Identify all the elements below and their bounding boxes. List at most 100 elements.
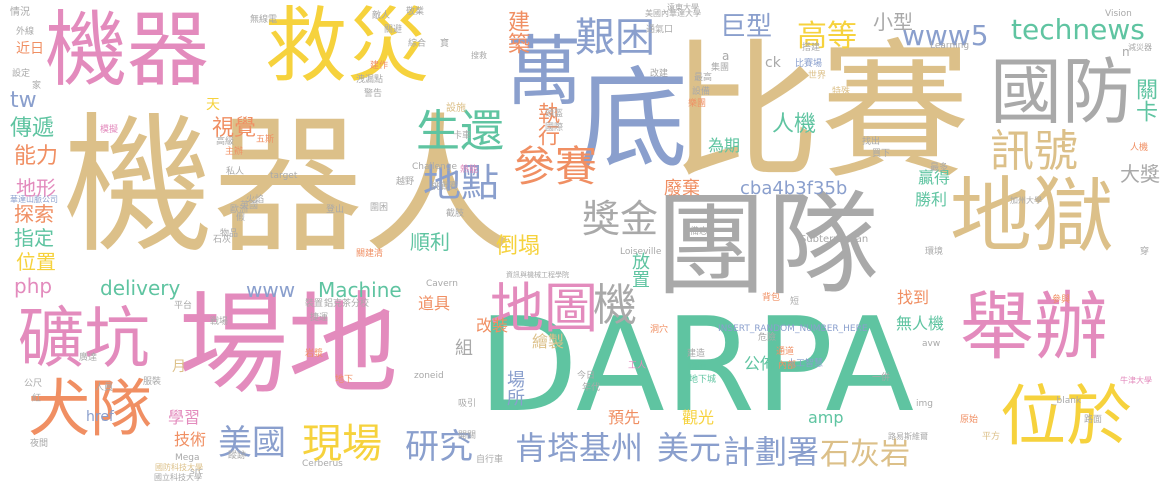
word-cloud-word: 歐洲	[230, 205, 249, 215]
word-cloud-word: 高等	[797, 19, 857, 54]
word-cloud-word: 夜間	[30, 439, 49, 449]
word-cloud-word: 通道	[776, 347, 795, 357]
word-cloud-word: 機器人	[63, 100, 514, 274]
word-cloud-word: src	[190, 467, 204, 477]
word-cloud-word: 地下城	[689, 375, 717, 385]
word-cloud-word: 建作	[370, 61, 389, 71]
word-cloud-word: 熱能	[460, 165, 479, 175]
word-cloud-word: 減災器	[1128, 43, 1152, 52]
word-cloud-word: 備忘	[690, 227, 709, 237]
word-cloud-word: 內部	[778, 361, 797, 371]
word-cloud-word: 找到	[897, 288, 930, 307]
word-cloud-word: 獎金	[582, 197, 659, 241]
word-cloud-word: 礦坑	[18, 300, 150, 377]
word-cloud-word: 萬	[506, 27, 582, 116]
word-cloud-word: 吸引	[458, 399, 477, 409]
word-cloud-word: 犬隊	[28, 372, 153, 445]
word-cloud-word: 紅	[32, 394, 42, 404]
word-cloud-word: 登山	[326, 205, 345, 215]
word-cloud-word: 搭建	[802, 43, 821, 53]
word-cloud-word: 截肢	[446, 209, 465, 219]
word-cloud-word: 英國	[240, 201, 259, 211]
word-cloud-word: 美元	[657, 429, 722, 467]
word-cloud-word: href	[86, 409, 114, 425]
word-cloud-word: img	[916, 399, 933, 409]
word-cloud-word: 廢棄	[664, 178, 700, 199]
word-cloud-word: 地圖	[490, 277, 598, 340]
word-cloud-word: 圍困	[370, 203, 389, 213]
word-cloud-word: 組	[455, 338, 473, 359]
word-cloud-word: 機	[593, 280, 637, 331]
word-cloud-word: Mega	[175, 453, 200, 463]
word-cloud-word: 敬業	[406, 7, 425, 17]
word-cloud-word: 團隊	[655, 181, 879, 311]
word-cloud-word: 五斯	[256, 135, 275, 145]
word-cloud-word: 國立科技大學	[154, 473, 202, 482]
word-cloud-word: n	[1122, 45, 1130, 59]
word-cloud-word: 世界	[808, 71, 827, 81]
word-cloud-word: 救災	[265, 0, 430, 94]
word-cloud-word: Cavern	[426, 279, 458, 289]
word-cloud-word: 關建清	[356, 249, 384, 259]
word-cloud-word: 人工智慧	[787, 359, 824, 369]
word-cloud-word: 設備	[692, 87, 711, 97]
word-cloud-word: 捷運	[310, 313, 329, 323]
word-cloud-word: 場所	[504, 370, 525, 406]
word-cloud-word: 執行	[534, 102, 559, 146]
word-cloud-word: avw	[922, 339, 941, 349]
word-cloud-word: 今日	[577, 371, 596, 381]
word-cloud-word: 參賽	[513, 142, 598, 191]
word-cloud-word: 短	[790, 297, 800, 307]
word-cloud-word: 公尺	[24, 379, 43, 389]
word-cloud-word: 特殊	[832, 87, 851, 97]
word-cloud-word: 計劃署	[723, 433, 820, 471]
word-cloud-word: 預先	[608, 408, 641, 427]
word-cloud-word: 大獎	[1120, 162, 1160, 186]
word-cloud-word: 綜合	[408, 39, 427, 49]
word-cloud-word: 自行車	[476, 455, 504, 465]
word-cloud-word: 月	[172, 359, 186, 375]
word-cloud-word: 平方	[982, 432, 1001, 442]
word-cloud-word: 主辦	[225, 147, 244, 157]
word-cloud-word: 最高	[694, 73, 713, 83]
word-cloud-word: Machine	[318, 278, 402, 302]
word-cloud-word: 研究	[405, 427, 473, 467]
word-cloud-word: 鋁克茶分校	[324, 299, 370, 309]
word-cloud-word: 地點	[423, 161, 500, 205]
word-cloud-word: 模擬	[100, 125, 119, 135]
word-cloud-word: 寶	[440, 39, 450, 49]
word-cloud-word: target	[270, 171, 298, 181]
word-cloud-word: 外線	[16, 27, 35, 37]
word-cloud-word: 機器	[45, 3, 210, 98]
word-cloud-word: 無人機	[896, 314, 945, 333]
word-cloud-word: 技術	[174, 430, 207, 449]
word-cloud-word: 關避	[384, 25, 403, 35]
word-cloud-word: 美國	[218, 423, 286, 463]
word-cloud-word: 搜救	[471, 51, 487, 60]
word-cloud-word: 高級	[216, 137, 235, 147]
word-cloud-word: a	[722, 49, 730, 63]
word-cloud-word: 視覺	[212, 116, 257, 141]
word-cloud-word: www	[246, 278, 296, 302]
word-cloud-word: 舉辦	[960, 284, 1108, 370]
word-cloud-word: www5	[902, 19, 989, 52]
word-cloud-word: 年代	[582, 383, 601, 393]
word-cloud-word: 警告	[364, 89, 383, 99]
word-cloud-word: cba4b3f35b	[740, 178, 848, 199]
word-cloud-word: 面積	[688, 361, 707, 371]
word-cloud-word: 牛津大學	[1120, 376, 1152, 385]
word-cloud-word: 觀光	[682, 408, 715, 427]
word-cloud-word: DARPA	[478, 289, 915, 441]
word-cloud-word: 開關	[458, 431, 477, 441]
word-cloud-word: 為期	[708, 136, 741, 155]
word-cloud-word: 通氣口	[646, 25, 674, 35]
word-cloud-word: 巨型	[720, 12, 773, 42]
word-cloud-word: 建造	[687, 349, 706, 359]
word-cloud-word: 地下	[335, 375, 354, 385]
word-cloud-word: 地獄	[950, 169, 1115, 264]
word-cloud-word: _blank	[1052, 396, 1082, 406]
word-cloud-word: 學習	[168, 408, 201, 427]
word-cloud-word: 地形	[16, 176, 56, 200]
word-cloud-word: 肯塔基州	[515, 429, 644, 467]
word-cloud-word: 原始	[960, 415, 979, 425]
